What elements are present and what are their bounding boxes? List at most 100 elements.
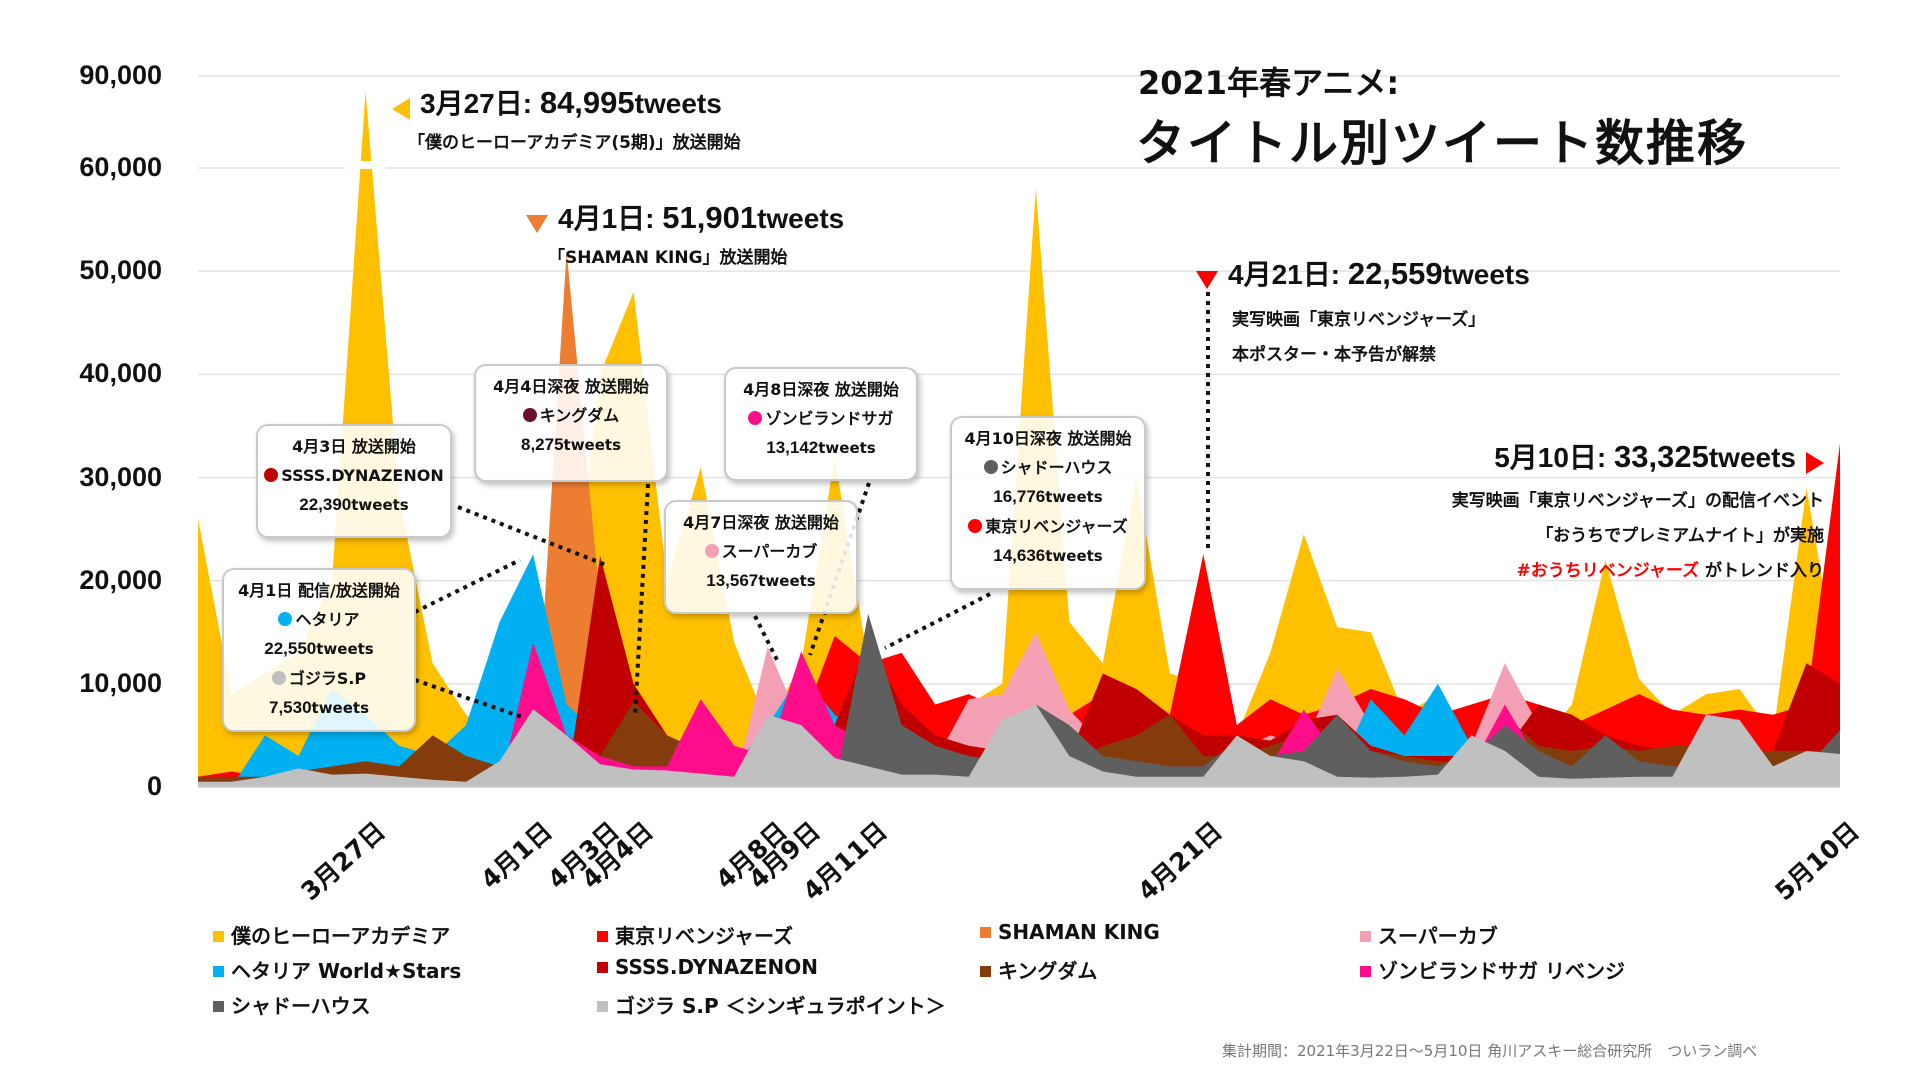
annotation-note: 「SHAMAN KING」放送開始 xyxy=(548,248,788,268)
axis-break xyxy=(345,161,386,169)
annotation-shaman: 4月1日: 51,901tweets 「SHAMAN KING」放送開始 xyxy=(526,197,844,268)
legend-swatch xyxy=(1360,931,1371,942)
area-series-ヘタリア World★Stars xyxy=(198,554,1840,787)
area-series-ゴジラ S.P ＜シンギュラポイント＞ xyxy=(198,704,1840,787)
legend-swatch xyxy=(1360,966,1371,977)
down-triangle-icon xyxy=(1196,270,1218,289)
legend-label: SSSS.DYNAZENON xyxy=(615,955,819,979)
legend-label: ゴジラ S.P ＜シンギュラポイント＞ xyxy=(615,994,946,1018)
source-note: 集計期間：2021年3月22日〜5月10日 角川アスキー総合研究所 ついラン調べ xyxy=(1222,1042,1758,1060)
annotation-note: 実写映画「東京リベンジャーズ」の配信イベント xyxy=(1451,491,1824,511)
bullet-dot-icon xyxy=(271,671,286,685)
callout-value: 7,530 xyxy=(268,698,312,717)
chart-title-line1: 2021年春アニメ: xyxy=(1138,64,1400,102)
callout-title: スーパーカブ xyxy=(721,542,818,561)
annotation-unit: tweets xyxy=(1442,259,1530,290)
annotation-hashtag: #おうちリベンジャーズ xyxy=(1516,561,1700,581)
callout-hetalia-godzilla: 4月1日 配信/放送開始 ヘタリア 22,550 tweets ゴジラS.P 7,… xyxy=(222,568,416,732)
callout-unit: tweets xyxy=(351,496,409,514)
callout-unit: tweets xyxy=(758,572,816,590)
callout-zombieland: 4月8日深夜 放送開始 ゾンビランドサガ 13,142tweets xyxy=(724,367,918,481)
annotation-note: 「おうちでプレミアムナイト」が実施 xyxy=(1536,526,1824,546)
callout-heading: 4月8日深夜 放送開始 xyxy=(743,380,899,399)
annotation-note: 本ポスター・本予告が解禁 xyxy=(1232,345,1436,365)
legend-swatch xyxy=(980,927,991,938)
legend-item: SSSS.DYNAZENON xyxy=(597,955,818,979)
annotation-value: 33,325 xyxy=(1614,439,1709,474)
annotation-unit: tweets xyxy=(634,88,722,119)
callout-shadow-house: 4月10日深夜 放送開始 シャドーハウス 16,776tweets 東京リベンジ… xyxy=(950,416,1146,590)
bullet-dot-icon xyxy=(264,468,279,482)
legend-item: シャドーハウス xyxy=(213,990,371,1019)
callout-title: 東京リベンジャーズ xyxy=(985,517,1128,536)
legend-label: シャドーハウス xyxy=(231,994,371,1018)
legend-swatch xyxy=(213,966,224,977)
legend-label: スーパーカブ xyxy=(1378,924,1498,948)
annotation-value: 22,559 xyxy=(1347,256,1443,291)
annotation-date: 3月27日: xyxy=(420,88,540,119)
y-tick-label: 60,000 xyxy=(79,152,162,182)
callout-heading: 4月10日深夜 放送開始 xyxy=(964,429,1132,448)
legend-swatch xyxy=(213,1001,224,1012)
callout-title: ヘタリア xyxy=(295,610,360,629)
annotation-date: 5月10日: xyxy=(1494,442,1615,473)
bullet-dot-icon xyxy=(968,519,983,533)
bullet-dot-icon xyxy=(983,460,998,474)
callout-heading: 4月1日 配信/放送開始 xyxy=(238,581,400,600)
callout-dynazenon: 4月3日 放送開始 SSSS.DYNAZENON 22,390tweets xyxy=(256,424,452,538)
annotation-note: 実写映画「東京リベンジャーズ」 xyxy=(1232,310,1486,330)
callout-title: シャドーハウス xyxy=(1000,458,1113,477)
legend-item: キングダム xyxy=(980,955,1097,984)
callout-unit: tweets xyxy=(1045,547,1103,565)
y-tick-label: 0 xyxy=(146,771,162,801)
legend-item: ゾンビランドサガ リベンジ xyxy=(1360,955,1625,984)
legend-label: 東京リベンジャーズ xyxy=(615,924,793,948)
y-tick-label: 10,000 xyxy=(79,667,162,698)
legend-item: スーパーカブ xyxy=(1360,920,1498,949)
y-tick-label: 90,000 xyxy=(79,60,162,90)
callout-unit: tweets xyxy=(311,699,370,717)
callout-kingdom: 4月4日深夜 放送開始 キングダム 8,275tweets xyxy=(474,364,668,482)
callout-title: ゾンビランドサガ xyxy=(765,409,894,428)
legend-item: SHAMAN KING xyxy=(980,920,1160,944)
area-series-SSSS.DYNAZENON xyxy=(198,556,1840,787)
legend-swatch xyxy=(597,931,608,942)
annotation-date: 4月1日: xyxy=(558,203,663,234)
chart-title-line2: タイトル別ツイート数推移 xyxy=(1136,115,1749,172)
legend-label: ゾンビランドサガ リベンジ xyxy=(1378,959,1625,983)
callout-title: SSSS.DYNAZENON xyxy=(281,466,444,485)
left-triangle-icon xyxy=(392,97,410,120)
callout-heading: 4月3日 放送開始 xyxy=(292,437,416,456)
legend-item: 東京リベンジャーズ xyxy=(597,920,793,949)
legend-label: 僕のヒーローアカデミア xyxy=(231,924,451,948)
callout-value: 13,567 xyxy=(706,571,759,590)
callout-value: 14,636 xyxy=(993,546,1046,565)
callout-value: 22,390 xyxy=(299,495,352,514)
annotation-date: 4月21日: xyxy=(1228,259,1348,290)
legend-label: SHAMAN KING xyxy=(998,920,1160,944)
leader-line xyxy=(633,483,650,716)
legend-swatch xyxy=(980,966,991,977)
legend-item: 僕のヒーローアカデミア xyxy=(213,920,450,949)
legend-swatch xyxy=(597,1001,608,1012)
annotation-tokyo-poster: 4月21日: 22,559tweets 実写映画「東京リベンジャーズ」 本ポスタ… xyxy=(1196,253,1530,365)
right-triangle-icon xyxy=(1806,451,1824,474)
legend-swatch xyxy=(213,931,224,942)
callout-unit: tweets xyxy=(818,439,876,457)
callout-unit: tweets xyxy=(1045,488,1103,506)
down-triangle-icon xyxy=(526,214,548,233)
annotation-unit: tweets xyxy=(1708,442,1796,473)
legend-label: キングダム xyxy=(998,959,1098,983)
area-series-スーパーカブ xyxy=(198,632,1840,787)
callout-title: キングダム xyxy=(539,406,620,425)
leader-line xyxy=(414,678,526,720)
bullet-dot-icon xyxy=(748,411,763,425)
y-tick-label: 30,000 xyxy=(79,461,162,492)
callout-value: 22,550 xyxy=(264,639,317,658)
bullet-dot-icon xyxy=(522,408,537,422)
y-tick-label: 20,000 xyxy=(79,564,162,595)
legend-swatch xyxy=(597,962,608,973)
legend-item: ヘタリア World★Stars xyxy=(213,955,461,984)
callout-title: ゴジラS.P xyxy=(288,669,367,688)
callout-value: 13,142 xyxy=(766,438,819,457)
